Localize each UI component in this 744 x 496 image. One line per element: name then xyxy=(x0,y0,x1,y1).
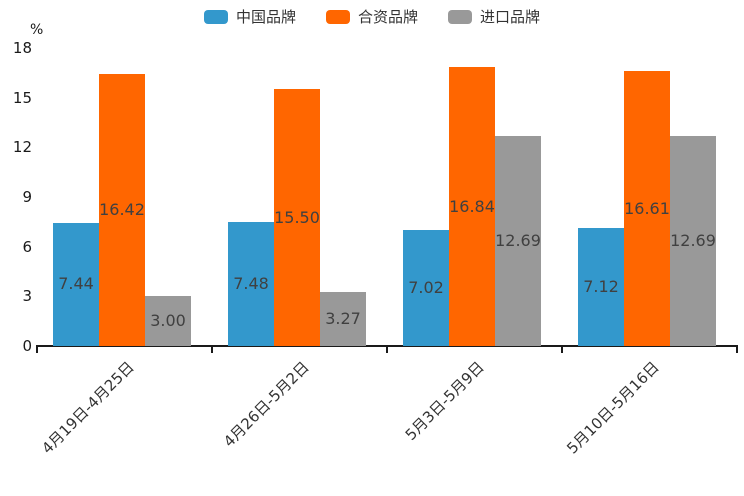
bar-series-2-group-0 xyxy=(145,296,191,346)
y-axis-tick-label: 18 xyxy=(12,39,32,57)
bar-series-0-group-0 xyxy=(53,222,99,346)
bar-value-label: 16.84 xyxy=(449,196,495,216)
legend-item-2[interactable]: 进口品牌 xyxy=(448,7,541,26)
x-axis-tick xyxy=(736,347,738,353)
bar-series-1-group-0 xyxy=(99,74,145,346)
legend: 中国品牌 合资品牌 进口品牌 xyxy=(0,5,744,29)
y-axis-tick-label: 3 xyxy=(22,287,32,306)
bar-series-0-group-1 xyxy=(228,222,274,346)
bar-value-label: 15.50 xyxy=(274,207,320,227)
bar-series-2-group-1 xyxy=(320,291,366,346)
x-axis-line xyxy=(36,345,738,347)
bar-series-0-group-2 xyxy=(403,229,449,346)
y-axis-tick-label: 12 xyxy=(12,138,32,157)
bar-series-1-group-1 xyxy=(274,89,320,346)
bar-value-label: 16.61 xyxy=(624,198,670,218)
bar-value-label: 3.00 xyxy=(150,311,186,331)
bar-value-label: 7.02 xyxy=(408,277,444,297)
y-axis-tick-label: 0 xyxy=(22,337,32,355)
bar-series-2-group-2 xyxy=(495,135,541,346)
bar-series-1-group-2 xyxy=(449,67,495,346)
bar-value-label: 16.42 xyxy=(99,200,145,220)
x-axis-category-label: 4月19日-4月25日 xyxy=(37,358,138,458)
x-axis-tick xyxy=(36,347,38,353)
bar-value-label: 7.48 xyxy=(233,274,269,294)
bar-value-label: 7.12 xyxy=(583,277,619,297)
bar-value-label: 7.44 xyxy=(58,274,94,294)
x-axis-tick xyxy=(561,347,563,353)
legend-swatch-icon xyxy=(448,10,472,24)
x-axis-category-label: 5月3日-5月9日 xyxy=(401,358,488,444)
x-axis-tick xyxy=(211,347,213,353)
x-axis-category-label: 4月26日-5月2日 xyxy=(219,358,313,451)
legend-item-1[interactable]: 合资品牌 xyxy=(325,7,418,26)
y-axis-tick-label: 6 xyxy=(22,237,32,256)
y-axis-tick-label: 9 xyxy=(22,188,32,206)
y-axis-tick-label: 15 xyxy=(12,88,32,107)
bar-series-2-group-3 xyxy=(670,135,716,346)
bar-value-label: 12.69 xyxy=(670,230,716,250)
bar-series-1-group-3 xyxy=(624,71,670,346)
legend-swatch-icon xyxy=(203,10,228,24)
legend-swatch-icon xyxy=(325,10,350,24)
legend-item-label: 合资品牌 xyxy=(357,7,418,26)
x-axis-category-label: 5月10日-5月16日 xyxy=(562,358,663,458)
y-axis-unit-label: % xyxy=(30,22,44,38)
bar-value-label: 12.69 xyxy=(495,230,541,250)
bar-value-label: 3.27 xyxy=(325,308,361,328)
legend-item-0[interactable]: 中国品牌 xyxy=(203,7,296,26)
legend-item-label: 中国品牌 xyxy=(235,7,296,26)
bar-series-0-group-3 xyxy=(578,228,624,346)
legend-item-label: 进口品牌 xyxy=(480,7,541,26)
x-axis-tick xyxy=(386,347,388,353)
